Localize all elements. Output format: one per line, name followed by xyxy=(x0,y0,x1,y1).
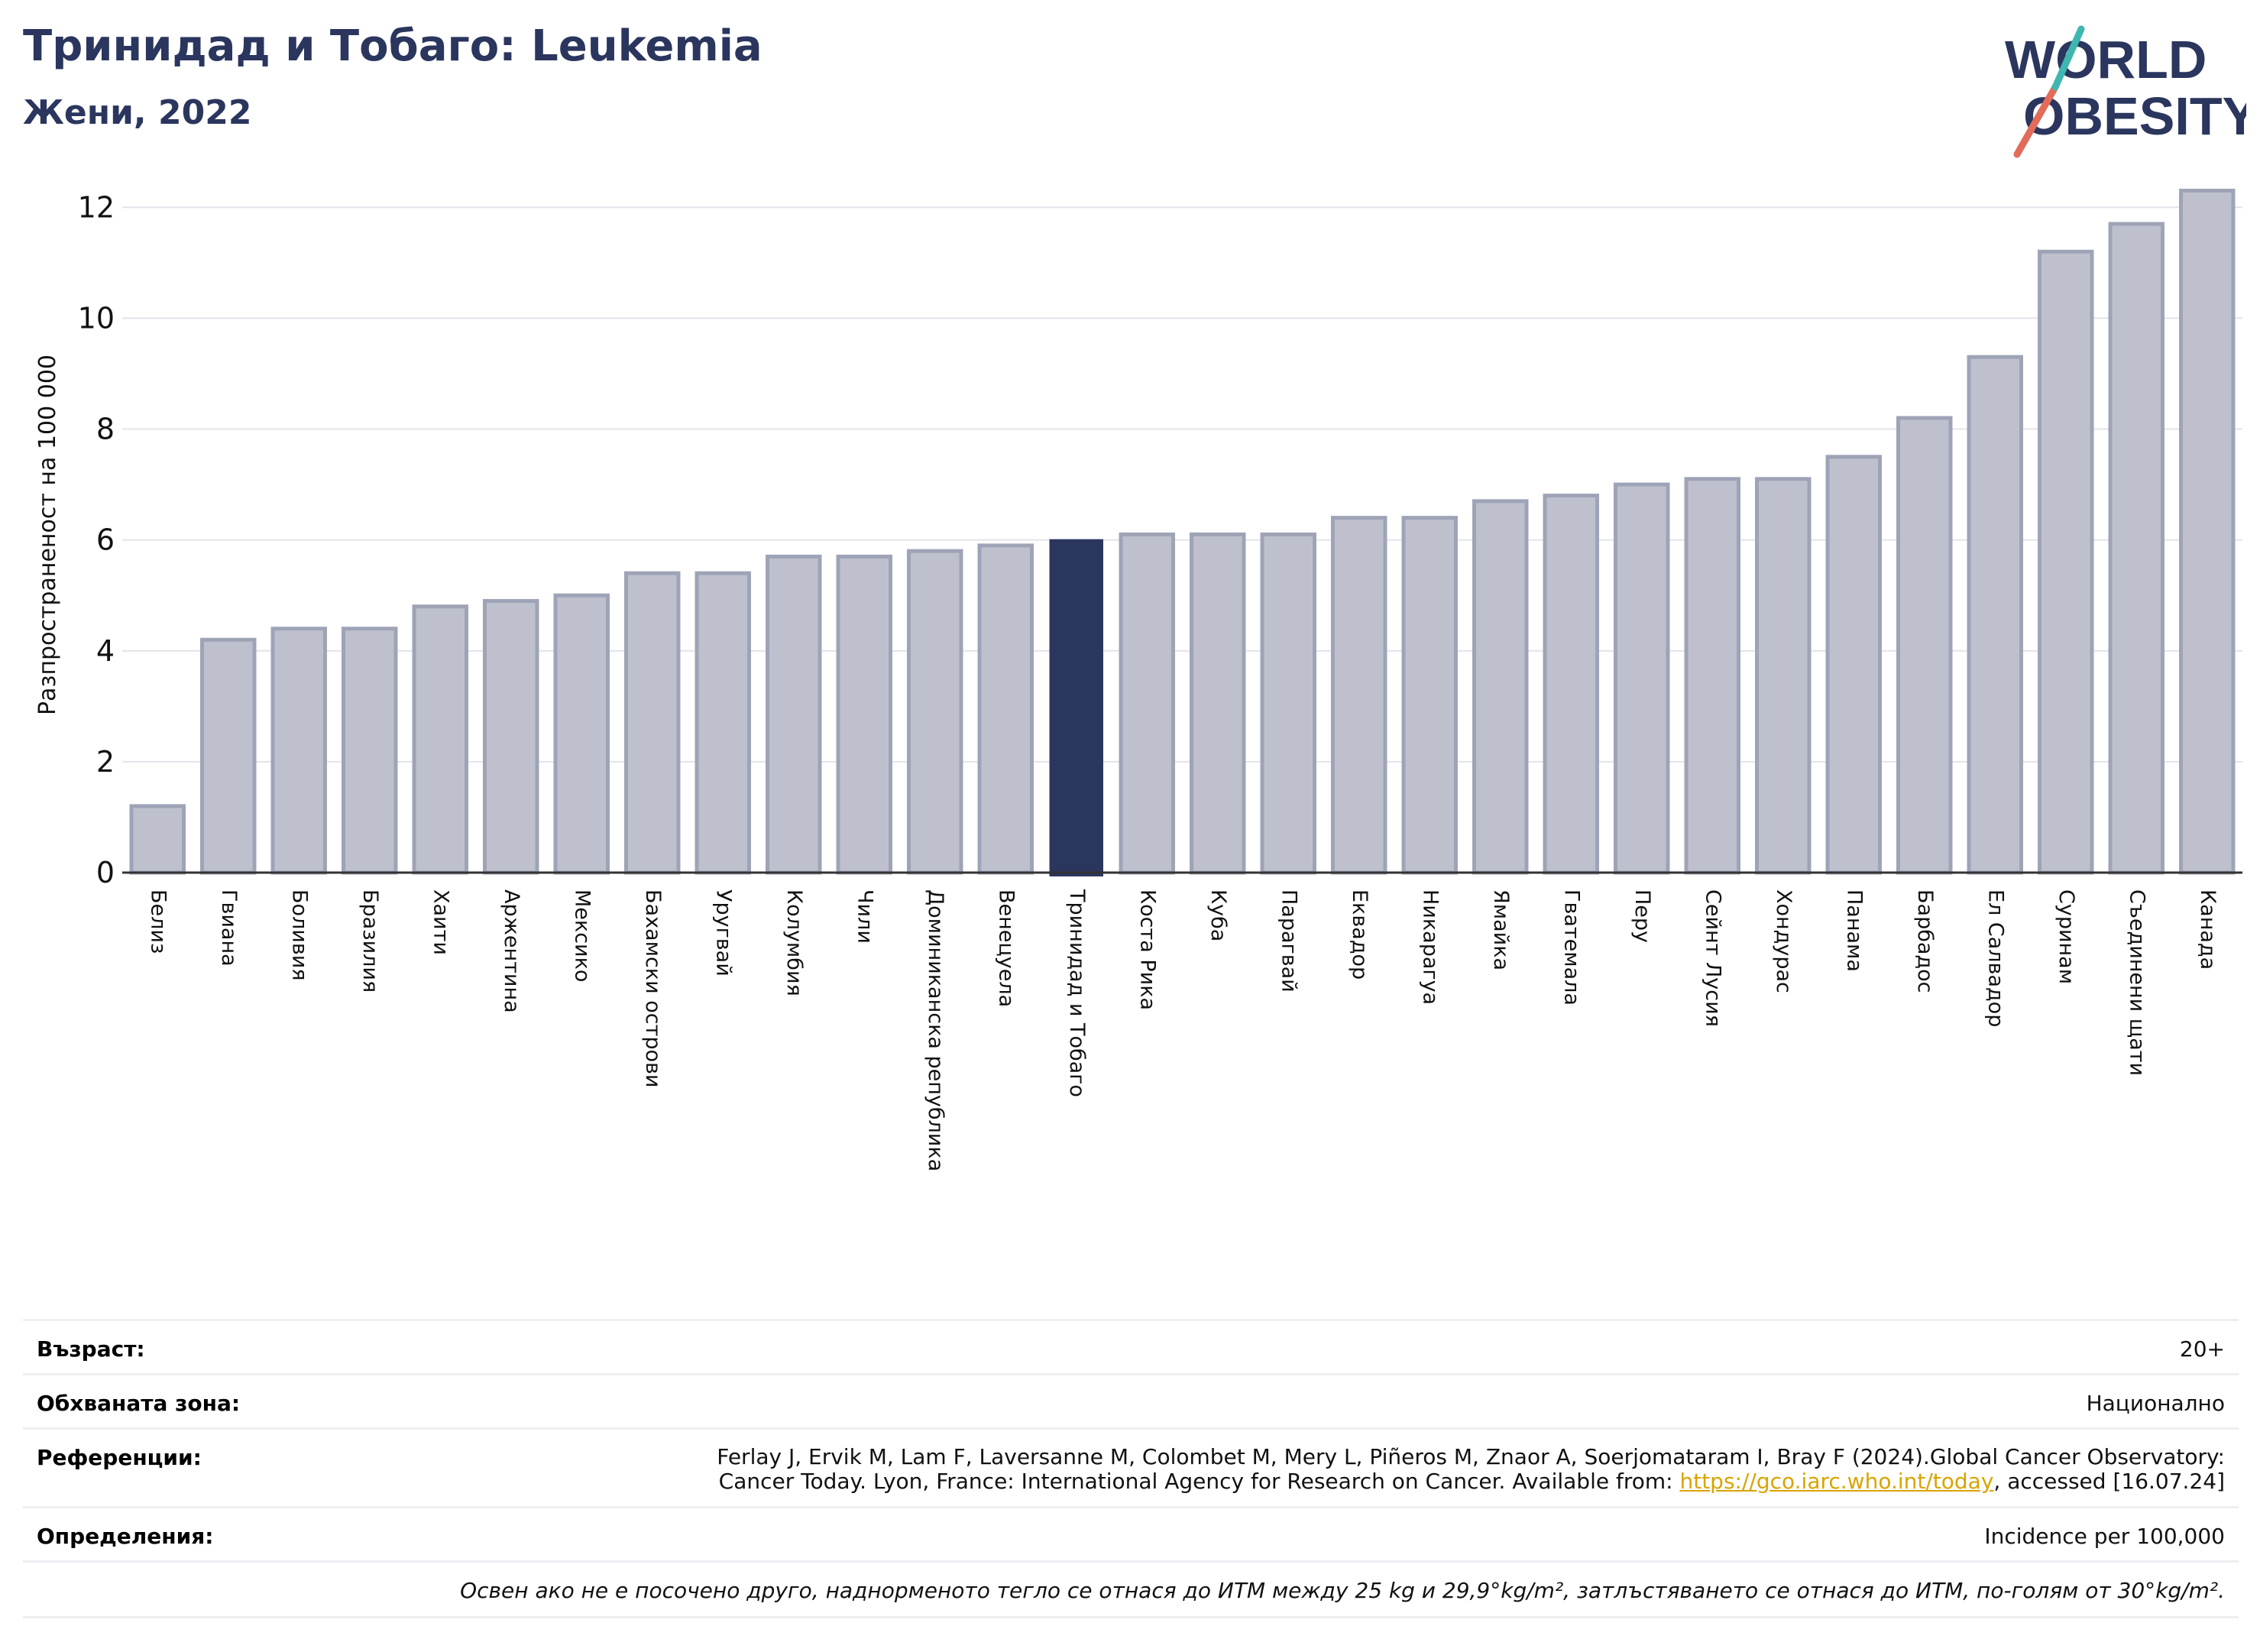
y-tick-label: 8 xyxy=(96,413,115,446)
definitions-label: Определения: xyxy=(37,1524,214,1549)
bar xyxy=(1331,516,1387,875)
world-obesity-logo: WORLD OBESITY xyxy=(2005,25,2246,158)
bar xyxy=(412,604,468,875)
bar xyxy=(1755,477,1812,875)
x-tick-label: Бразилия xyxy=(358,889,382,993)
bar xyxy=(977,543,1034,875)
y-tick-label: 10 xyxy=(78,301,115,335)
x-tick-label: Канада xyxy=(2196,889,2220,970)
x-tick-label: Чили xyxy=(853,889,876,944)
x-tick-label: Колумбия xyxy=(782,889,806,996)
bar xyxy=(1614,482,1670,875)
bar xyxy=(553,593,610,875)
bar xyxy=(624,571,681,875)
x-tick-label: Боливия xyxy=(287,889,311,981)
x-tick-label: Мексико xyxy=(570,889,594,982)
x-tick-label: Бахамски острови xyxy=(641,889,665,1087)
axes: 0 2 4 6 8 10 12 Белиз Гвиана Боливия Бразилия Хаити… xyxy=(78,190,2242,1171)
bar xyxy=(766,554,822,875)
x-tick-label: Куба xyxy=(1206,889,1230,941)
info-row-definitions: Определения: Incidence per 100,000 xyxy=(23,1506,2239,1562)
area-value: Национално xyxy=(2086,1391,2225,1416)
bar xyxy=(1401,516,1458,875)
bar xyxy=(1260,532,1316,875)
bar xyxy=(2179,189,2236,875)
bar xyxy=(695,571,751,875)
area-label: Обхваната зона: xyxy=(37,1391,241,1416)
x-tick-label: Коста Рика xyxy=(1135,889,1159,1010)
info-row-note: Освен ако не е посочено друго, наднормен… xyxy=(23,1560,2239,1618)
bar xyxy=(270,627,327,875)
logo-word-2: OBESITY xyxy=(2023,86,2246,146)
bar xyxy=(2108,222,2164,875)
x-tick-label: Никарагуа xyxy=(1418,889,1442,1005)
bar xyxy=(1967,355,2023,875)
bar xyxy=(200,637,257,875)
x-tick-label: Панама xyxy=(1842,889,1866,972)
x-tick-label: Съединени щати xyxy=(2125,889,2148,1076)
references-line-2: Cancer Today. Lyon, France: Internationa… xyxy=(718,1469,2225,1494)
info-row-age: Възраст: 20+ xyxy=(23,1319,2239,1375)
y-tick-label: 0 xyxy=(96,856,115,889)
x-tick-label: Венецуела xyxy=(994,889,1018,1007)
references-text: Ferlay J, Ervik M, Lam F, Laversanne M, … xyxy=(717,1445,2225,1494)
chart-subtitle: Жени, 2022 xyxy=(23,93,252,132)
bar xyxy=(1472,499,1529,875)
x-tick-label: Суринам xyxy=(2054,889,2078,984)
x-tick-label: Гвиана xyxy=(217,889,241,967)
bar xyxy=(1543,494,1599,875)
x-tick-label: Ел Салвадор xyxy=(1983,889,2007,1027)
age-value: 20+ xyxy=(2179,1336,2225,1362)
bar xyxy=(342,627,398,875)
x-tick-label: Аржентина xyxy=(500,889,523,1013)
x-tick-label: Сейнт Лусия xyxy=(1701,889,1724,1027)
y-tick-label: 2 xyxy=(96,745,115,779)
bar xyxy=(1825,455,1882,875)
bar xyxy=(129,804,186,875)
x-tick-label: Уругвай xyxy=(711,889,735,977)
definitions-value: Incidence per 100,000 xyxy=(1984,1524,2225,1549)
x-tick-label: Хондурас xyxy=(1772,889,1795,993)
bar-chart: 0 2 4 6 8 10 12 Белиз Гвиана Боливия Бразилия Хаити… xyxy=(34,189,2242,1171)
grid-lines xyxy=(122,206,2242,763)
bar xyxy=(1190,532,1246,875)
bar xyxy=(1896,416,1953,875)
age-label: Възраст: xyxy=(37,1336,145,1362)
x-tick-label: Белиз xyxy=(146,889,170,954)
bar xyxy=(1119,532,1175,875)
x-tick-label: Гватемала xyxy=(1559,889,1583,1006)
x-tick-label: Перу xyxy=(1630,889,1654,943)
bar xyxy=(2038,249,2094,875)
x-tick-label: Ямайка xyxy=(1489,889,1513,970)
info-row-area: Обхваната зона: Национално xyxy=(23,1373,2239,1429)
references-line-1: Ferlay J, Ervik M, Lam F, Laversanne M, … xyxy=(717,1444,2225,1469)
logo-word-1: WORLD xyxy=(2005,30,2207,89)
y-tick-label: 6 xyxy=(96,523,115,557)
bar xyxy=(907,549,963,875)
bar xyxy=(836,554,892,875)
bar-highlighted xyxy=(1049,539,1103,876)
references-link[interactable]: https://gco.iarc.who.int/today xyxy=(1679,1469,1994,1494)
footnote: Освен ако не е посочено друго, наднормен… xyxy=(460,1578,2225,1603)
references-label: Референции: xyxy=(37,1445,202,1470)
x-tick-label: Парагвай xyxy=(1277,889,1300,993)
bar xyxy=(483,598,539,875)
info-row-references: Референции: Ferlay J, Ervik M, Lam F, La… xyxy=(23,1427,2239,1508)
y-tick-label: 4 xyxy=(96,634,115,668)
bars xyxy=(129,189,2236,876)
x-tick-label: Доминиканска република xyxy=(924,889,947,1171)
x-tick-label: Еквадор xyxy=(1348,889,1371,980)
y-tick-label: 12 xyxy=(78,190,115,224)
x-tick-label: Хаити xyxy=(429,889,452,955)
bar xyxy=(1684,477,1740,875)
x-tick-label: Тринидад и Тобаго xyxy=(1065,889,1089,1097)
x-tick-label: Барбадос xyxy=(1913,889,1937,993)
chart-title: Тринидад и Тобаго: Leukemia xyxy=(23,21,763,71)
y-axis-label: Разпространеност на 100 000 xyxy=(34,355,61,715)
